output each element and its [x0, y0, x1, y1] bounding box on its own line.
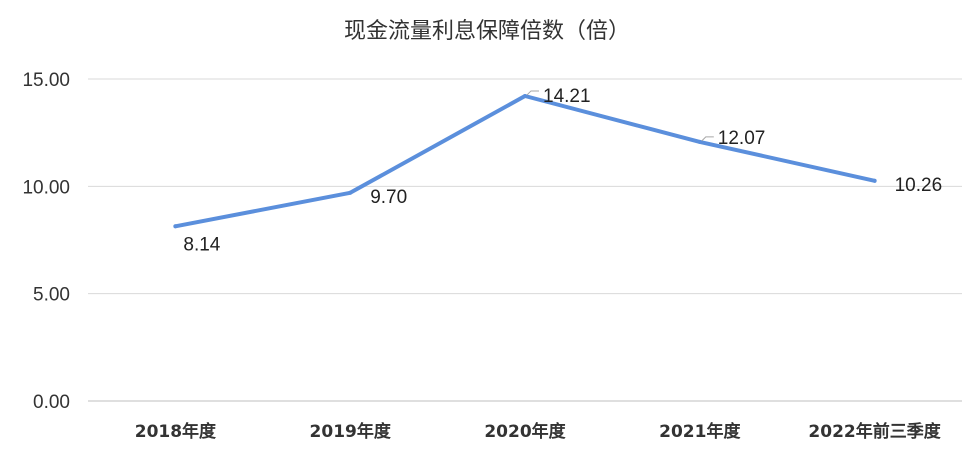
y-tick-labels: 0.00 5.00 10.00 15.00 [22, 70, 70, 413]
data-label: 12.07 [718, 128, 766, 149]
y-tick-label: 0.00 [33, 392, 70, 413]
x-tick-label: 2022年前三季度 [808, 421, 941, 442]
y-tick-label: 10.00 [22, 177, 70, 198]
x-tick-labels: 2018年度 2019年度 2020年度 2021年度 2022年前三季度 [135, 421, 942, 442]
x-tick-label: 2018年度 [135, 421, 217, 442]
data-label: 14.21 [543, 86, 591, 107]
data-label: 9.70 [370, 187, 407, 208]
y-tick-label: 15.00 [22, 70, 70, 91]
data-point [348, 190, 353, 195]
data-label: 8.14 [183, 234, 220, 255]
data-labels: 8.14 9.70 14.21 12.07 10.26 [183, 86, 942, 255]
data-point [523, 93, 527, 98]
chart-title: 现金流量利息保障倍数（倍） [344, 19, 630, 44]
series-line [173, 94, 877, 229]
series-layer [173, 93, 877, 229]
data-label: 10.26 [895, 175, 943, 196]
grid-layer [88, 78, 962, 402]
x-tick-label: 2020年度 [484, 421, 566, 442]
data-point [872, 178, 877, 183]
data-point [173, 224, 178, 229]
x-tick-label: 2019年度 [310, 421, 392, 442]
x-tick-label: 2021年度 [659, 421, 741, 442]
y-tick-label: 5.00 [33, 285, 70, 306]
leader-line [701, 136, 714, 142]
leader-line [526, 90, 539, 96]
data-point [697, 139, 702, 144]
